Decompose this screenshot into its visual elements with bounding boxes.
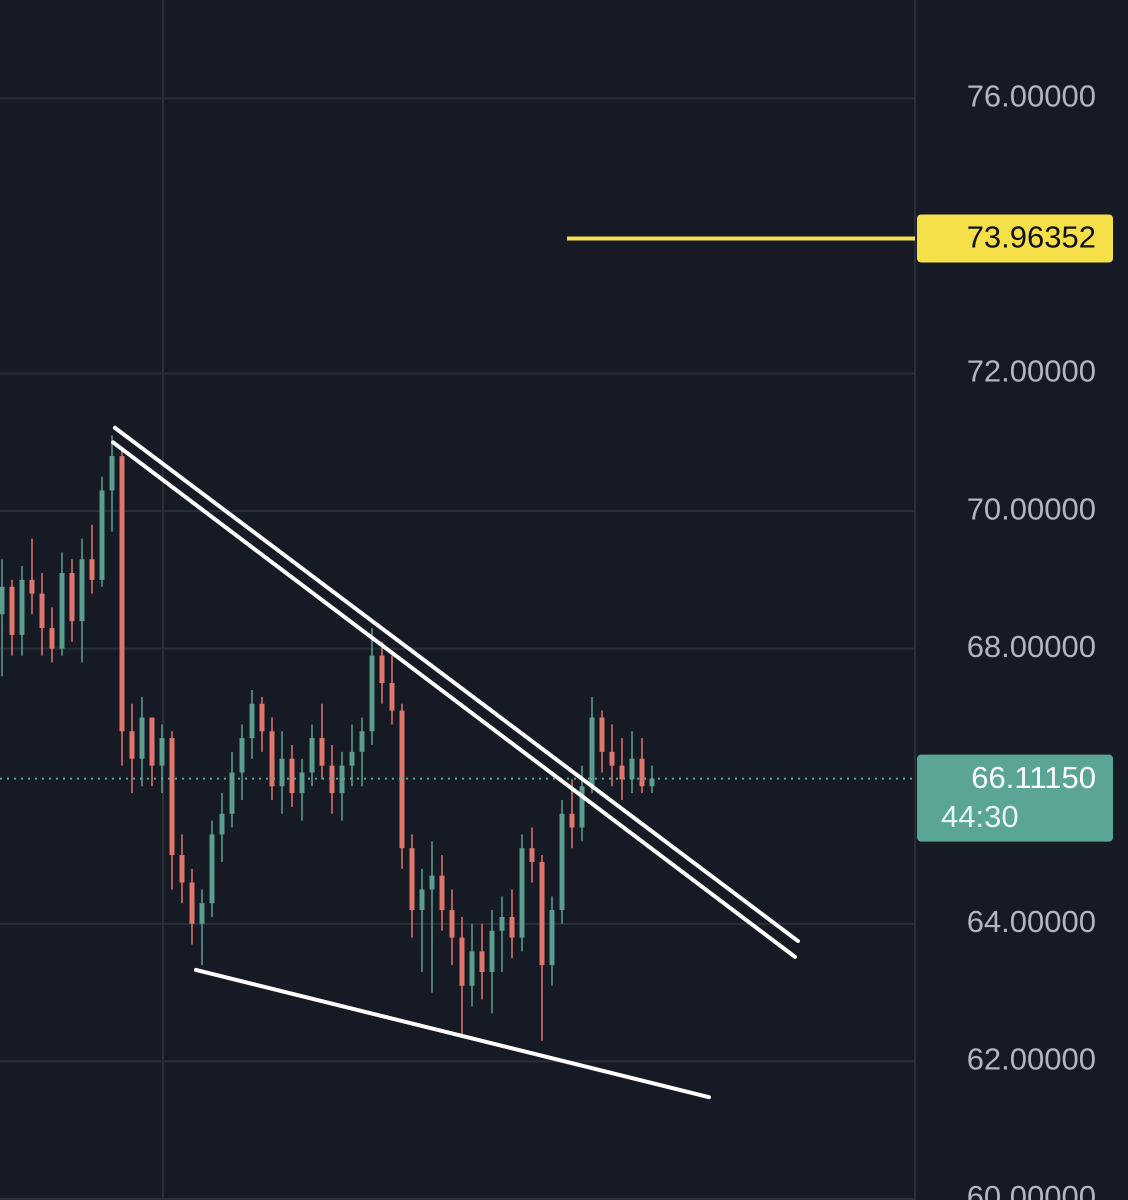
candle-body — [39, 593, 45, 629]
candle-body — [359, 731, 365, 752]
candle-body — [219, 813, 225, 835]
candle-body — [129, 731, 135, 759]
candle-body — [559, 813, 565, 911]
candle-body — [59, 573, 65, 649]
y-tick-label: 76.00000 — [967, 79, 1096, 114]
candle-body — [49, 628, 55, 649]
candle-body — [539, 861, 545, 966]
candle-body — [189, 882, 195, 924]
y-tick-label: 72.00000 — [967, 354, 1096, 389]
candle-body — [19, 579, 25, 635]
candle-body — [269, 731, 275, 787]
candle-body — [579, 786, 585, 828]
candle-body — [649, 778, 655, 787]
candle-body — [69, 573, 75, 622]
candle-body — [239, 738, 245, 773]
candle-body — [109, 456, 115, 491]
candle-body — [499, 916, 505, 931]
y-tick-label: 62.00000 — [967, 1042, 1096, 1077]
countdown-label: 44:30 — [941, 799, 1019, 834]
candle-body — [459, 937, 465, 986]
candle-body — [159, 738, 165, 766]
candle-body — [479, 951, 485, 972]
candle-body — [79, 559, 85, 622]
candle-body — [389, 683, 395, 711]
candle-body — [339, 765, 345, 794]
candle-body — [259, 703, 265, 732]
candle-body — [529, 848, 535, 862]
candle-body — [369, 655, 375, 732]
candle-body — [139, 717, 145, 759]
price-line-label-bg — [917, 214, 1113, 263]
candle-body — [299, 772, 305, 794]
candle-body — [29, 579, 35, 594]
last-price-label: 66.11150 — [971, 760, 1096, 795]
candle-body — [569, 813, 575, 828]
candle-body — [169, 738, 175, 856]
candle-body — [599, 717, 605, 752]
candle-body — [519, 848, 525, 938]
y-tick-label: 68.00000 — [967, 629, 1096, 664]
candle-body — [469, 951, 475, 986]
candle-body — [99, 490, 105, 580]
candle-body — [509, 916, 515, 938]
candle-body — [199, 903, 205, 924]
trend-line — [111, 440, 797, 959]
candle-body — [449, 910, 455, 938]
candle-body — [349, 751, 355, 766]
candle-body — [379, 655, 385, 684]
candle-body — [289, 758, 295, 794]
candle-body — [589, 717, 595, 787]
candle-body — [319, 738, 325, 766]
candle-body — [619, 765, 625, 780]
candle-body — [89, 559, 95, 580]
candle-body — [229, 772, 235, 814]
last-price-label-bg — [917, 754, 1113, 842]
candle-body — [399, 710, 405, 849]
candle-body — [179, 855, 185, 883]
candle-body — [209, 834, 215, 904]
y-tick-label: 60.00000 — [967, 1179, 1096, 1200]
trend-line — [113, 425, 800, 944]
candle-body — [489, 930, 495, 972]
candle-body — [439, 875, 445, 911]
candle-body — [639, 758, 645, 787]
candle-body — [119, 456, 125, 732]
price-line-label: 73.96352 — [967, 220, 1096, 255]
y-tick-label: 70.00000 — [967, 491, 1096, 526]
candle-body — [149, 717, 155, 766]
candle-body — [409, 848, 415, 911]
candle-body — [609, 751, 615, 766]
candle-body — [419, 889, 425, 911]
candle-body — [629, 758, 635, 780]
y-tick-label: 64.00000 — [967, 904, 1096, 939]
candle-body — [0, 586, 5, 615]
candle-body — [329, 765, 335, 794]
candle-body — [279, 758, 285, 787]
trend-line — [194, 967, 711, 1100]
candle-body — [429, 875, 435, 890]
candle-body — [9, 586, 15, 635]
candle-body — [249, 703, 255, 739]
candle-body — [549, 910, 555, 966]
candle-body — [309, 738, 315, 773]
